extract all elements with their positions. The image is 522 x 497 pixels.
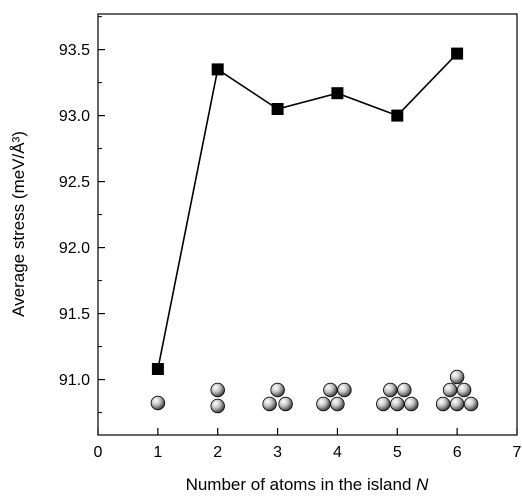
island-cluster-2 <box>210 382 225 414</box>
y-tick-label: 93.5 <box>59 42 90 59</box>
data-point <box>331 87 344 100</box>
x-tick-label: 6 <box>453 444 462 461</box>
island-cluster-3 <box>262 382 293 412</box>
atom-icon <box>337 382 352 398</box>
x-axis-title-variable: N <box>416 475 429 494</box>
island-cluster-5 <box>376 382 419 412</box>
atom-icon <box>270 382 285 398</box>
series-line <box>157 53 458 370</box>
atom-icon <box>278 396 293 412</box>
x-tick-label: 2 <box>213 444 222 461</box>
x-tick-label: 7 <box>513 444 522 461</box>
atom-icon <box>316 396 331 412</box>
data-point <box>211 63 224 76</box>
x-axis-title: Number of atoms in the island N <box>186 475 430 494</box>
y-tick-label: 91.5 <box>59 306 90 323</box>
atom-icon <box>262 396 277 412</box>
atom-icon <box>442 382 458 398</box>
x-tick-label: 3 <box>273 444 282 461</box>
y-tick-label: 91.0 <box>59 372 90 389</box>
series-markers <box>151 47 464 375</box>
atom-icon <box>390 396 405 412</box>
atom-icon <box>435 396 451 412</box>
atom-icon <box>210 382 225 398</box>
y-axis-tick-labels: 91.0 91.5 92.0 92.5 93.0 93.5 <box>59 42 90 389</box>
x-tick-label: 1 <box>153 444 162 461</box>
atom-icon <box>456 382 472 398</box>
atom-icon <box>330 396 345 412</box>
atom-icon <box>397 382 412 398</box>
x-axis-tick-labels: 0 1 2 3 4 5 6 7 <box>94 444 522 461</box>
x-tick-label: 0 <box>94 444 103 461</box>
island-illustrations <box>150 369 479 414</box>
x-axis-title-text: Number of atoms in the island <box>186 475 412 494</box>
data-point <box>451 47 464 60</box>
island-cluster-4 <box>316 382 352 412</box>
y-axis-ticks <box>98 16 105 414</box>
x-axis-ticks <box>97 428 518 435</box>
atom-icon <box>376 396 391 412</box>
atom-icon <box>383 382 398 398</box>
data-point <box>391 109 404 122</box>
atom-icon <box>449 369 465 385</box>
y-axis-title: Average stress (meV/Å³) <box>9 131 28 317</box>
atom-icon <box>463 396 479 412</box>
atom-icon <box>404 396 419 412</box>
data-point <box>151 363 164 375</box>
x-tick-label: 4 <box>333 444 342 461</box>
atom-icon <box>150 395 166 411</box>
island-cluster-1 <box>150 395 166 411</box>
atom-icon <box>323 382 338 398</box>
data-point <box>271 103 284 115</box>
island-cluster-6 <box>435 369 479 412</box>
y-tick-label: 92.5 <box>59 174 90 191</box>
y-tick-label: 93.0 <box>59 108 90 125</box>
atom-icon <box>210 398 225 414</box>
plot-frame <box>97 13 518 436</box>
atom-icon <box>449 396 465 412</box>
y-tick-label: 92.0 <box>59 240 90 257</box>
x-tick-label: 5 <box>393 444 402 461</box>
